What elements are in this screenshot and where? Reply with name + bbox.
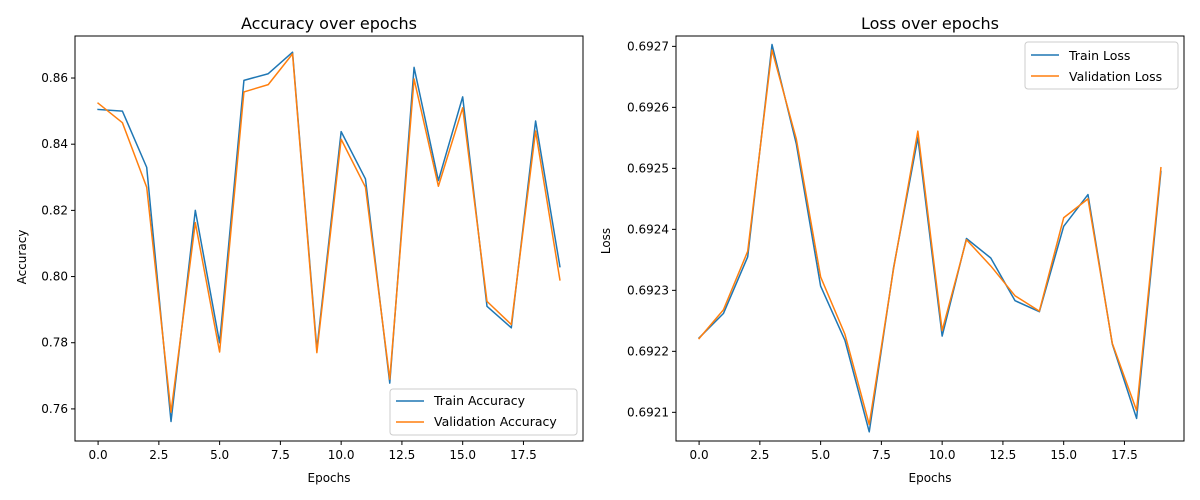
accuracy-x-tick-label: 5.0 [210,448,229,462]
accuracy-y-tick-label: 0.82 [41,203,68,217]
accuracy-y-tick-label: 0.86 [41,71,68,85]
accuracy-x-tick-label: 10.0 [328,448,355,462]
accuracy-x-tick-label: 15.0 [449,448,476,462]
loss-x-tick-label: 10.0 [929,448,956,462]
series-line-validation-accuracy [97,53,561,413]
legend-label-validation-accuracy: Validation Accuracy [434,414,557,429]
accuracy-x-tick-label: 7.5 [271,448,290,462]
legend-label-train-loss: Train Loss [1068,48,1130,63]
accuracy-chart-title: Accuracy over epochs [241,14,417,33]
loss-x-tick-label: 0.0 [690,448,709,462]
loss-x-tick-label: 7.5 [872,448,891,462]
accuracy-y-tick-label: 0.80 [41,270,68,284]
accuracy-x-axis-label: Epochs [308,471,351,485]
loss-y-tick-label: 0.6927 [627,39,669,53]
accuracy-plot-frame [74,35,584,442]
accuracy-x-tick-label: 2.5 [149,448,168,462]
accuracy-x-tick-label: 17.5 [510,448,537,462]
accuracy-x-tick-label: 0.0 [89,448,108,462]
accuracy-series-lines [97,51,561,423]
accuracy-y-axis-label: Accuracy [15,230,29,285]
accuracy-legend: Train Accuracy Validation Accuracy [389,388,578,436]
accuracy-x-tick-label: 12.5 [389,448,416,462]
loss-y-tick-label: 0.6924 [627,222,669,236]
loss-x-tick-label: 17.5 [1111,448,1138,462]
accuracy-chart: Accuracy over epochs Epochs Accuracy 0.0… [15,14,584,485]
loss-y-tick-label: 0.6926 [627,100,669,114]
loss-legend: Train Loss Validation Loss [1024,41,1179,90]
accuracy-y-tick-label: 0.78 [41,336,68,350]
loss-legend-box [1024,41,1179,90]
loss-y-axis-label: Loss [599,228,613,254]
loss-chart-title: Loss over epochs [861,14,999,33]
accuracy-ticks: 0.0 2.5 5.0 7.5 10.0 12.5 15.0 17.5 0.76 0.78 0.80… [41,71,537,462]
legend-label-validation-loss: Validation Loss [1069,69,1162,84]
loss-x-tick-label: 5.0 [811,448,830,462]
loss-y-tick-label: 0.6922 [627,344,669,358]
loss-x-tick-label: 2.5 [750,448,769,462]
accuracy-legend-box [389,388,578,436]
loss-ticks: 0.0 2.5 5.0 7.5 10.0 12.5 15.0 17.5 0.6921 0.6922… [627,39,1138,462]
loss-x-axis-label: Epochs [909,471,952,485]
accuracy-y-tick-label: 0.76 [41,402,68,416]
loss-chart: Loss over epochs Epochs Loss 0.0 2.5 5.0 7.… [599,14,1185,485]
loss-x-tick-label: 12.5 [990,448,1017,462]
loss-y-tick-label: 0.6923 [627,283,669,297]
loss-plot-frame [675,35,1185,442]
loss-y-tick-label: 0.6925 [627,161,669,175]
loss-y-tick-label: 0.6921 [627,405,669,419]
legend-label-train-accuracy: Train Accuracy [433,393,526,408]
series-line-validation-loss [698,49,1162,426]
loss-series-lines [698,43,1162,433]
loss-x-tick-label: 15.0 [1050,448,1077,462]
accuracy-y-tick-label: 0.84 [41,137,68,151]
